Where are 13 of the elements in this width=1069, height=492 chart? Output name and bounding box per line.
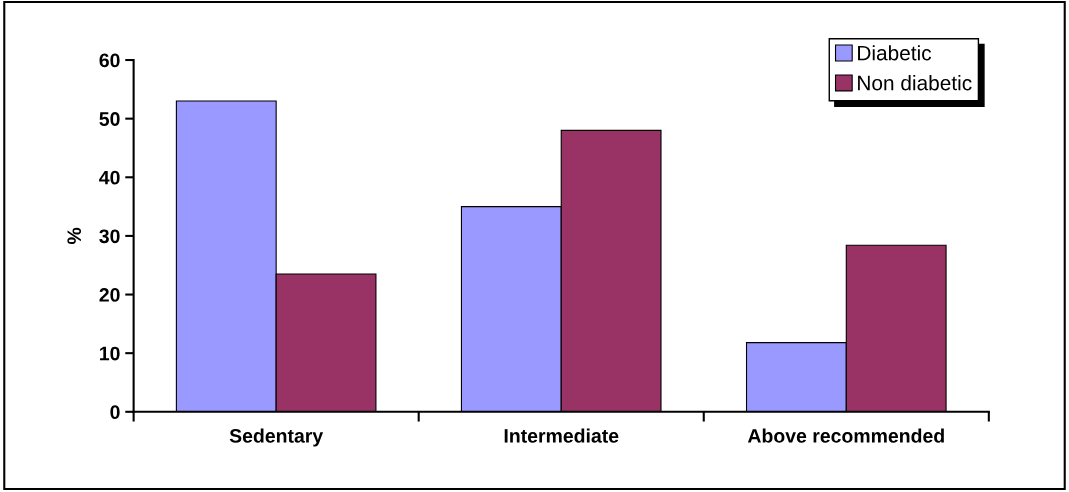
y-tick-label: 40 <box>99 170 120 185</box>
y-axis-title: % <box>67 227 82 245</box>
x-tick-label: Intermediate <box>504 428 619 443</box>
legend-label: Diabetic <box>858 45 932 61</box>
x-tick-label: Sedentary <box>229 428 324 447</box>
y-tick-label: 0 <box>110 405 120 420</box>
x-tick-label: Above recommended <box>747 428 944 443</box>
y-tick-label: 10 <box>100 346 120 361</box>
y-tick-label: 30 <box>99 229 120 244</box>
legend-label: Non diabetic <box>858 75 972 91</box>
y-tick-label: 60 <box>99 53 120 68</box>
y-tick-label: 50 <box>99 112 120 126</box>
y-tick-label: 20 <box>99 288 120 302</box>
